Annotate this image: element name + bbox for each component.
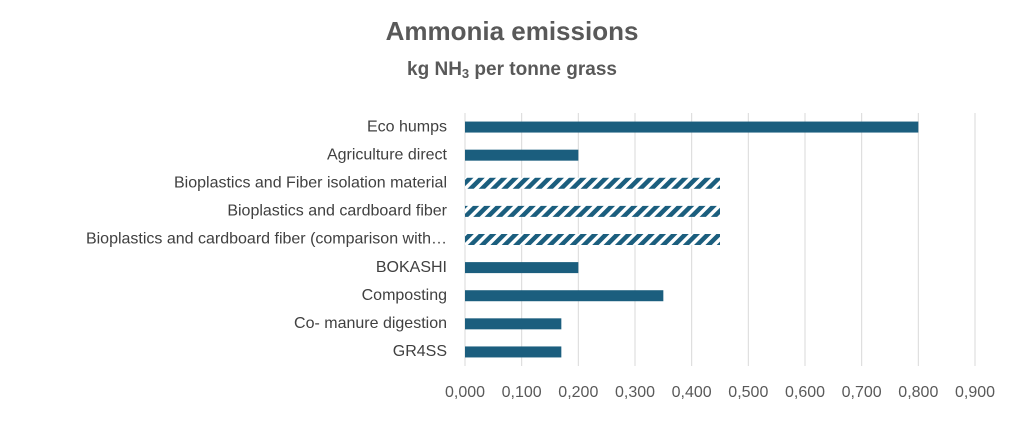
y-tick-label: Bioplastics and Fiber isolation material [174,174,447,191]
bar [465,149,579,161]
y-tick-label: Bioplastics and cardboard fiber [227,203,447,220]
bar [465,290,664,302]
subtitle-subscript: 3 [462,66,469,81]
bar [465,262,579,274]
y-tick-label: Composting [362,287,447,304]
y-tick-label: Co- manure digestion [294,315,447,332]
chart-subtitle: kg NH3 per tonne grass [407,59,617,81]
bar [465,205,720,217]
x-tick-label: 0,500 [728,384,768,401]
x-tick-label: 0,900 [955,384,995,401]
subtitle-part: per tonne grass [469,59,617,80]
bar [465,318,562,330]
y-tick-label: Bioplastics and cardboard fiber (compari… [86,231,447,248]
y-tick-label: BOKASHI [376,259,447,276]
x-tick-label: 0,000 [445,384,485,401]
chart-title: Ammonia emissions [386,16,639,46]
bar [465,234,720,245]
bar [465,121,919,133]
bar [465,177,720,189]
x-tick-label: 0,800 [898,384,938,401]
y-tick-label: Eco humps [367,118,447,135]
x-tick-label: 0,600 [785,384,825,401]
x-tick-label: 0,400 [672,384,712,401]
x-tick-label: 0,300 [615,384,655,401]
x-tick-label: 0,200 [558,384,598,401]
x-tick-label: 0,700 [842,384,882,401]
x-tick-label: 0,100 [502,384,542,401]
y-tick-label: GR4SS [393,343,447,360]
y-tick-label: Agriculture direct [327,146,448,163]
subtitle-part: kg NH [407,59,462,80]
bar [465,346,562,358]
